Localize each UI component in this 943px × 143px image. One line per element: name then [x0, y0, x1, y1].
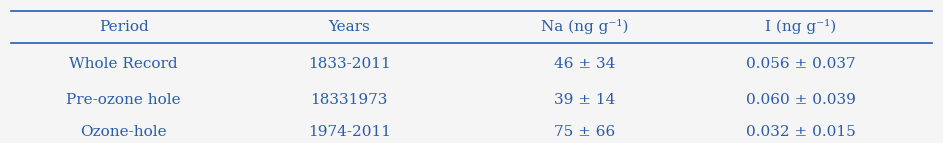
Text: 0.032 ± 0.015: 0.032 ± 0.015 [746, 125, 855, 139]
Text: 0.060 ± 0.039: 0.060 ± 0.039 [746, 93, 855, 107]
Text: 46 ± 34: 46 ± 34 [554, 57, 615, 72]
Text: I (ng g⁻¹): I (ng g⁻¹) [765, 19, 836, 34]
Text: Whole Record: Whole Record [69, 57, 178, 72]
Text: 1974-2011: 1974-2011 [307, 125, 390, 139]
Text: Na (ng g⁻¹): Na (ng g⁻¹) [540, 19, 628, 34]
Text: 1833-2011: 1833-2011 [308, 57, 390, 72]
Text: 75 ± 66: 75 ± 66 [554, 125, 615, 139]
Text: Period: Period [99, 20, 148, 34]
Text: Pre-ozone hole: Pre-ozone hole [66, 93, 181, 107]
Text: Years: Years [328, 20, 371, 34]
Text: Ozone-hole: Ozone-hole [80, 125, 167, 139]
Text: 18331973: 18331973 [310, 93, 388, 107]
Text: 39 ± 14: 39 ± 14 [554, 93, 615, 107]
Text: 0.056 ± 0.037: 0.056 ± 0.037 [746, 57, 855, 72]
